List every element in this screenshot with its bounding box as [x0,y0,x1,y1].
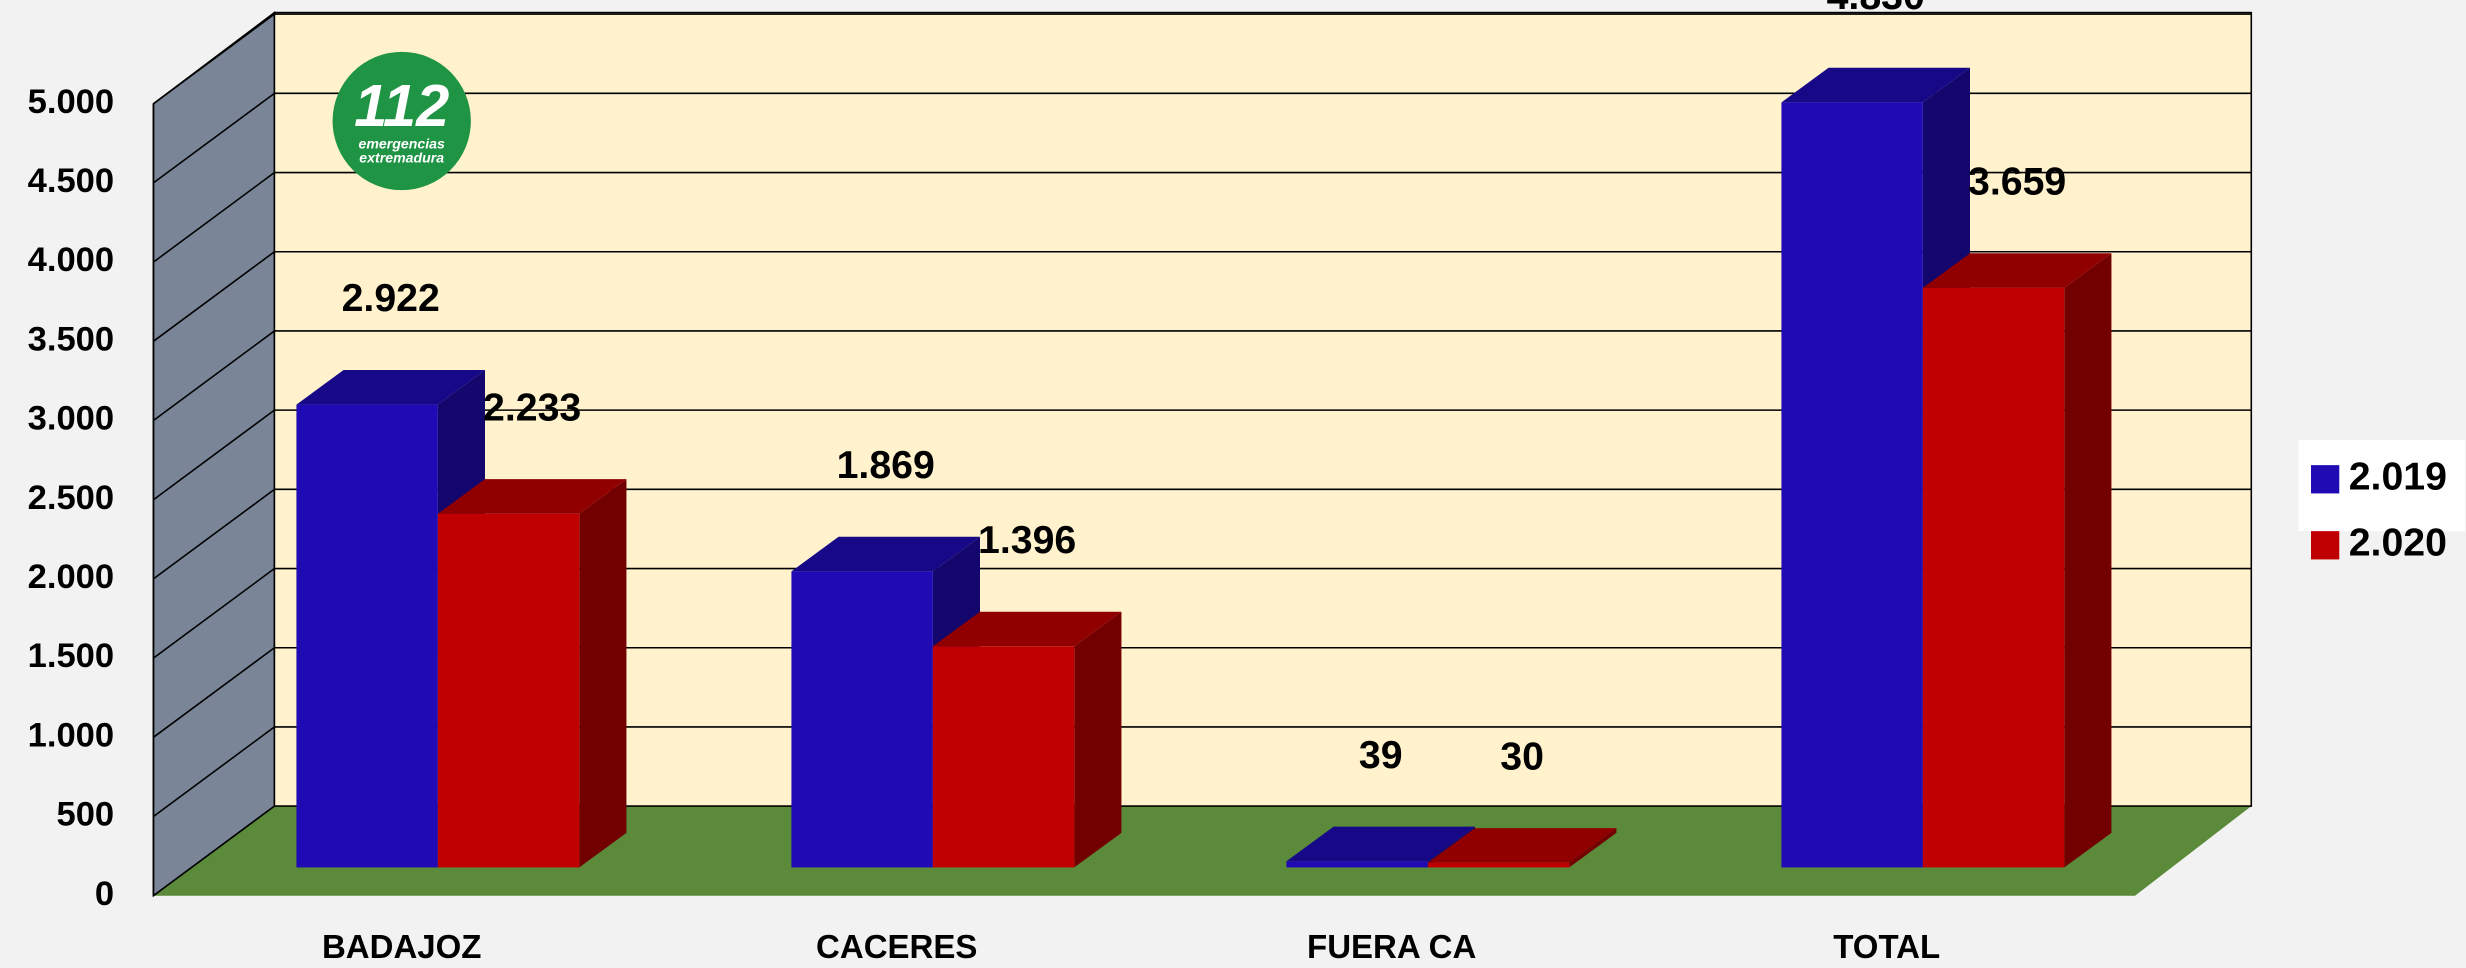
y-tick-label: 0 [95,875,114,913]
logo: 112 emergencias extremadura [332,51,471,191]
y-tick-label: 4.500 [28,162,114,200]
bar [932,646,1075,868]
value-label: 1.869 [837,443,935,487]
grid-line [152,567,275,659]
x-tick-label: FUERA CA [1307,928,1476,965]
bar-side [579,479,627,868]
grid-line [152,647,275,738]
logo-text: extremadura [359,149,444,165]
bar-top [1781,67,1970,103]
y-tick-label: 2.500 [28,479,114,517]
value-label: 2.922 [342,276,440,320]
y-tick-label: 3.500 [28,320,114,358]
bar-top [932,611,1122,647]
grid-line [152,409,275,501]
bar [296,404,438,868]
legend-label: 2.020 [2349,521,2447,565]
bar-side [2064,253,2112,868]
y-tick-label: 2.000 [28,558,114,596]
grid-line [152,330,275,422]
value-label: 30 [1500,734,1544,778]
logo-circle [332,51,471,191]
legend-label: 2.019 [2349,455,2447,499]
bar [1922,287,2065,868]
value-label: 2.233 [483,385,581,429]
floor [153,806,2252,896]
grid-line [152,13,275,105]
logo-text: emergencias [359,135,446,151]
bar [1781,102,1923,868]
bar [791,571,933,868]
bar-side [1569,828,1617,868]
y-tick-label: 1.500 [28,637,114,675]
grid-line [152,488,275,580]
grid-line [152,92,275,184]
y-tick-label: 1.000 [28,716,114,754]
x-tick-label: CACERES [816,928,977,965]
bar-top [1286,826,1475,862]
logo-number: 112 [354,72,449,139]
bar-top [1427,828,1617,863]
y-tick-label: 500 [56,796,114,834]
grid-line [152,805,275,897]
bar-top [296,370,485,405]
grid-line [152,726,275,818]
bar [1427,862,1570,868]
y-tick-label: 5.000 [28,83,114,121]
y-tick-label: 3.000 [28,400,114,438]
grid-line [152,251,275,342]
legend-swatch [2311,465,2340,494]
grid-line [152,171,275,263]
legend-swatch [2311,531,2340,560]
bar [437,513,580,868]
value-label: 4.830 [1827,0,1925,18]
value-label: 1.396 [978,518,1076,562]
bar-top [791,536,980,572]
bar-side [1074,611,1122,868]
bar-top [1922,253,2112,288]
x-tick-label: TOTAL [1833,928,1940,965]
value-label: 39 [1359,733,1403,777]
bar-top [437,479,627,514]
value-label: 3.659 [1968,160,2066,204]
x-tick-label: BADAJOZ [322,928,482,965]
bar [1286,861,1428,868]
y-tick-label: 4.000 [28,241,114,279]
